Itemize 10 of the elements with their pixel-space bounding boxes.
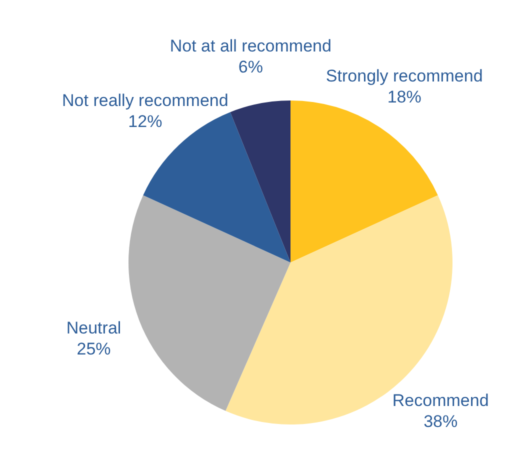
slice-label: Recommend — [392, 391, 489, 410]
slice-label: Neutral — [66, 318, 122, 338]
data-label: 18% — [387, 87, 422, 106]
slice-label: Not really recommend — [62, 91, 228, 110]
data-label: 12% — [128, 112, 162, 132]
data-label: 25% — [76, 340, 111, 359]
data-label: 38% — [424, 412, 458, 432]
slice-label: Not at all recommend — [170, 36, 332, 56]
data-label: 6% — [238, 58, 263, 77]
slice-label: Strongly recommend — [326, 66, 483, 86]
